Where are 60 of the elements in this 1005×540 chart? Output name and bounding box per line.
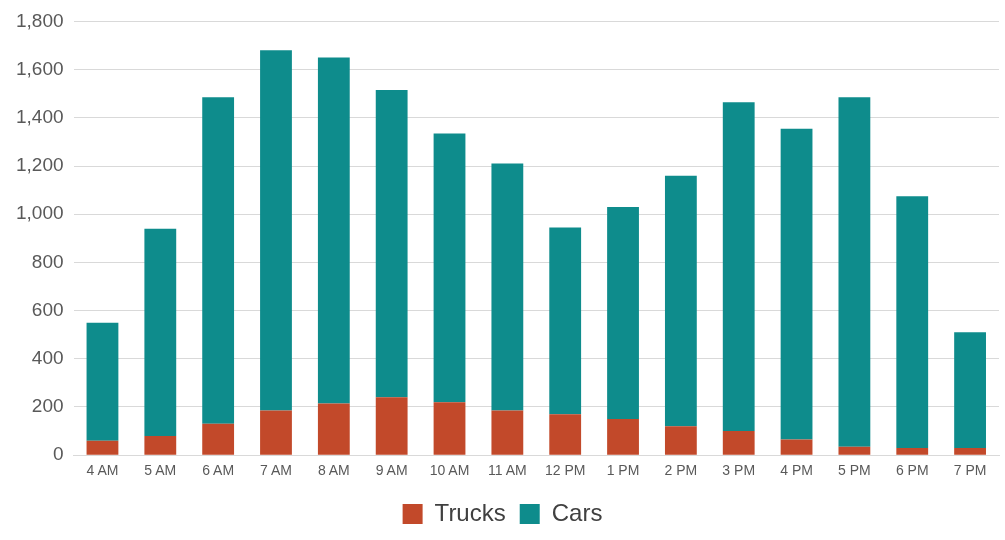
x-tick-label: 11 AM (488, 462, 527, 479)
y-tick-label: 600 (31, 298, 64, 320)
y-tick-label: 1,400 (16, 106, 64, 128)
y-tick-label: 1,000 (16, 202, 64, 224)
legend-label: Cars (551, 498, 603, 526)
y-tick-label: 200 (31, 395, 64, 417)
bar (491, 410, 524, 455)
bar (144, 435, 177, 455)
y-tick-label: 1,600 (16, 57, 64, 79)
y-tick-label: 400 (31, 347, 64, 369)
bar (838, 446, 871, 455)
bar (202, 423, 235, 455)
x-tick-label: 7 AM (260, 462, 292, 479)
bar (491, 163, 524, 411)
x-tick-label: 4 AM (86, 462, 119, 479)
x-tick-label: 5 PM (838, 462, 871, 479)
bar (86, 440, 119, 455)
bar (780, 128, 813, 440)
bar (317, 57, 350, 404)
x-tick-label: 10 AM (429, 462, 470, 479)
legend-label: Trucks (434, 498, 506, 526)
bar (896, 447, 929, 455)
bar (607, 419, 639, 455)
y-tick-label: 800 (31, 250, 64, 272)
bar (549, 227, 582, 415)
bar (838, 97, 871, 447)
bar (896, 196, 929, 448)
bar (260, 410, 292, 455)
y-tick-label: 1,200 (16, 154, 64, 176)
x-tick-label: 8 AM (317, 462, 350, 479)
x-tick-label: 2 PM (664, 462, 698, 479)
bar (86, 322, 119, 441)
x-tick-label: 4 PM (780, 462, 813, 479)
bar (664, 426, 697, 455)
x-tick-label: 9 AM (375, 462, 408, 479)
bar (144, 228, 177, 436)
x-tick-label: 7 PM (953, 462, 987, 479)
bar (607, 206, 639, 420)
x-tick-label: 6 PM (895, 462, 929, 479)
x-tick-label: 6 AM (202, 462, 235, 479)
bar (202, 97, 235, 424)
y-tick-label: 1,800 (16, 9, 64, 31)
bar (375, 90, 408, 398)
bar (954, 447, 986, 455)
x-tick-label: 3 PM (722, 462, 756, 479)
x-tick-label: 12 PM (544, 462, 586, 479)
bar (375, 397, 408, 455)
y-tick-label: 0 (52, 443, 64, 465)
bar (260, 50, 292, 411)
bar (780, 439, 813, 455)
x-tick-label: 1 PM (606, 462, 640, 479)
x-tick-label: 5 AM (144, 462, 177, 479)
bar (664, 175, 697, 427)
bar (549, 414, 582, 455)
bar (722, 431, 755, 455)
bar (317, 403, 350, 455)
bar (722, 102, 755, 432)
bar (954, 332, 986, 448)
bar (433, 402, 466, 455)
bar (433, 133, 466, 403)
